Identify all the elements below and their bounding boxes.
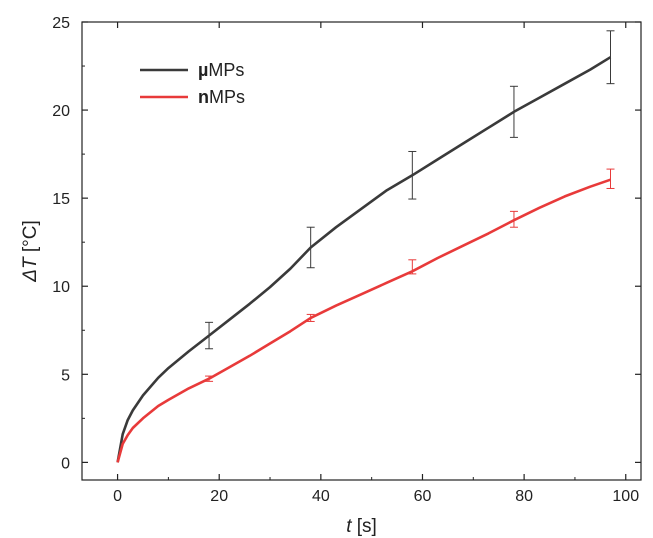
error-bar — [306, 226, 315, 269]
legend: µMPs nMPs — [140, 60, 245, 107]
x-tick-label: 80 — [515, 488, 533, 505]
y-axis-var: ΔT — [20, 256, 41, 283]
error-bar — [205, 375, 214, 382]
x-tick-label: 60 — [414, 488, 432, 505]
x-tick-label: 40 — [312, 488, 330, 505]
y-axis-unit: [°C] — [20, 220, 41, 257]
error-bar — [509, 85, 518, 138]
plot-frame — [81, 21, 642, 481]
series-1 — [116, 168, 615, 463]
error-bar — [606, 30, 615, 85]
x-axis-var: t — [346, 516, 352, 537]
series-line — [116, 178, 611, 463]
x-tick-label: 20 — [210, 488, 228, 505]
axes-layer: 0 20 40 60 80 100 0 5 10 15 20 25 — [52, 15, 641, 505]
x-tick-label: 0 — [113, 488, 122, 505]
y-tick-label: 25 — [52, 15, 70, 32]
series-layer — [116, 30, 615, 463]
y-axis-title: ΔT [°C] — [20, 220, 41, 283]
y-tick-label: 0 — [61, 455, 70, 472]
x-axis-unit: [s] — [351, 516, 376, 537]
error-bar — [408, 150, 417, 200]
error-bar — [606, 168, 615, 189]
y-tick-label: 5 — [61, 367, 70, 384]
x-axis-title: t [s] — [346, 516, 377, 537]
error-bar — [306, 313, 315, 322]
y-tick-label: 10 — [52, 279, 70, 296]
error-bar — [205, 321, 214, 350]
series-line — [116, 56, 612, 463]
legend-label: nMPs — [198, 87, 245, 107]
legend-label: µMPs — [198, 60, 244, 80]
y-tick-label: 15 — [52, 191, 70, 208]
error-bar — [408, 259, 417, 275]
plot-area — [81, 21, 642, 481]
legend-entry-1: nMPs — [140, 87, 245, 107]
x-tick-label: 100 — [612, 488, 639, 505]
y-tick-label: 20 — [52, 103, 70, 120]
series-0 — [116, 30, 615, 463]
error-bar — [509, 210, 518, 228]
legend-entry-0: µMPs — [140, 60, 244, 80]
